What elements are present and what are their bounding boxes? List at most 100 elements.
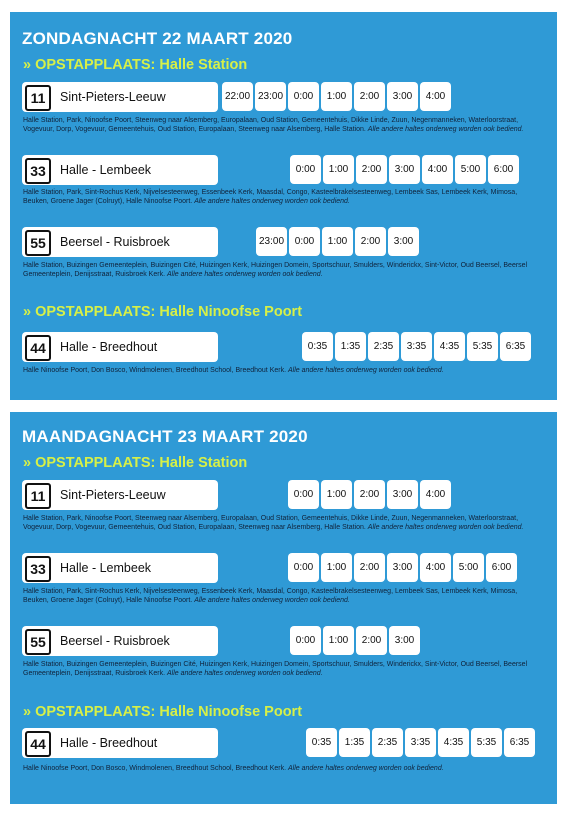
route-name: Sint-Pieters-Leeuw — [60, 90, 166, 104]
route-stops-text: Halle Station, Buizingen Gemeenteplein, … — [23, 261, 543, 279]
stops-list: Halle Ninoofse Poort, Don Bosco, Windmol… — [23, 765, 287, 772]
departure-time: 1:35 — [339, 728, 370, 757]
departure-times: 0:35 1:35 2:35 3:35 4:35 5:35 6:35 — [306, 728, 535, 757]
departure-time: 23:00 — [256, 227, 287, 256]
route-name: Halle - Lembeek — [60, 561, 152, 575]
departure-time: 1:00 — [321, 82, 352, 111]
route-stops-text: Halle Station, Park, Ninoofse Poort, Ste… — [23, 514, 543, 532]
departure-time: 3:35 — [401, 332, 432, 361]
route-number: 44 — [25, 731, 51, 757]
boarding-point-label: » OPSTAPPLAATS: Halle Ninoofse Poort — [23, 704, 303, 720]
stops-note: Alle andere haltes onderweg worden ook b… — [288, 765, 444, 772]
departure-time: 1:00 — [321, 480, 352, 509]
route-number: 11 — [25, 483, 51, 509]
stops-list: Halle Station, Park, Ninoofse Poort, Ste… — [23, 117, 519, 133]
departure-time: 2:00 — [354, 82, 385, 111]
route-box-44: 44 Halle - Breedhout — [22, 728, 218, 758]
route-stops-text: Halle Ninoofse Poort, Don Bosco, Windmol… — [23, 366, 543, 375]
departure-times: 0:35 1:35 2:35 3:35 4:35 5:35 6:35 — [302, 332, 531, 361]
departure-time: 5:35 — [471, 728, 502, 757]
route-name: Sint-Pieters-Leeuw — [60, 488, 166, 502]
stops-list: Halle Station, Buizingen Gemeenteplein, … — [23, 262, 528, 278]
departure-times: 23:00 0:00 1:00 2:00 3:00 — [256, 227, 419, 256]
route-number: 11 — [25, 85, 51, 111]
departure-time: 5:35 — [467, 332, 498, 361]
departure-time: 0:00 — [289, 227, 320, 256]
departure-time: 3:00 — [389, 155, 420, 184]
departure-time: 4:00 — [420, 82, 451, 111]
route-name: Halle - Lembeek — [60, 163, 152, 177]
route-name: Halle - Breedhout — [60, 736, 158, 750]
route-name: Beersel - Ruisbroek — [60, 235, 170, 249]
stops-list: Halle Station, Park, Sint-Rochus Kerk, N… — [23, 189, 518, 205]
stops-note: Alle andere haltes onderweg worden ook b… — [194, 198, 350, 205]
stops-note: Alle andere haltes onderweg worden ook b… — [166, 271, 323, 278]
route-box-44: 44 Halle - Breedhout — [22, 332, 218, 362]
route-box-11: 11 Sint-Pieters-Leeuw — [22, 82, 218, 112]
departure-time: 3:00 — [389, 626, 420, 655]
departure-time: 4:00 — [420, 553, 451, 582]
stops-list: Halle Station, Buizingen Gemeenteplein, … — [23, 661, 528, 677]
departure-time: 0:35 — [302, 332, 333, 361]
departure-time: 23:00 — [255, 82, 286, 111]
departure-time: 2:00 — [354, 553, 385, 582]
departure-times: 0:00 1:00 2:00 3:00 4:00 — [288, 480, 451, 509]
departure-time: 1:00 — [323, 626, 354, 655]
stops-note: Alle andere haltes onderweg worden ook b… — [194, 597, 350, 604]
route-box-33: 33 Halle - Lembeek — [22, 553, 218, 583]
route-box-55: 55 Beersel - Ruisbroek — [22, 626, 218, 656]
timetable-panel-monday: MAANDAGNACHT 23 MAART 2020 » OPSTAPPLAAT… — [10, 412, 557, 804]
route-box-11: 11 Sint-Pieters-Leeuw — [22, 480, 218, 510]
departure-time: 22:00 — [222, 82, 253, 111]
stops-note: Alle andere haltes onderweg worden ook b… — [166, 670, 323, 677]
stops-note: Alle andere haltes onderweg worden ook b… — [288, 367, 444, 374]
departure-time: 6:35 — [504, 728, 535, 757]
departure-time: 3:00 — [387, 553, 418, 582]
departure-time: 3:00 — [387, 82, 418, 111]
departure-time: 5:00 — [455, 155, 486, 184]
departure-time: 0:00 — [290, 626, 321, 655]
stops-note: Alle andere haltes onderweg worden ook b… — [367, 524, 524, 531]
departure-time: 1:35 — [335, 332, 366, 361]
panel-title: MAANDAGNACHT 23 MAART 2020 — [22, 427, 308, 446]
boarding-point-label: » OPSTAPPLAATS: Halle Station — [23, 57, 248, 73]
route-name: Beersel - Ruisbroek — [60, 634, 170, 648]
route-box-33: 33 Halle - Lembeek — [22, 155, 218, 185]
boarding-point-label: » OPSTAPPLAATS: Halle Ninoofse Poort — [23, 304, 303, 320]
departure-times: 0:00 1:00 2:00 3:00 4:00 5:00 6:00 — [290, 155, 519, 184]
departure-time: 1:00 — [323, 155, 354, 184]
departure-time: 2:00 — [356, 155, 387, 184]
departure-time: 1:00 — [322, 227, 353, 256]
departure-time: 6:00 — [488, 155, 519, 184]
departure-time: 4:00 — [422, 155, 453, 184]
route-stops-text: Halle Station, Park, Ninoofse Poort, Ste… — [23, 116, 543, 134]
stops-list: Halle Ninoofse Poort, Don Bosco, Windmol… — [23, 367, 287, 374]
departure-time: 2:00 — [354, 480, 385, 509]
departure-time: 0:00 — [288, 82, 319, 111]
route-number: 44 — [25, 335, 51, 361]
departure-times: 22:00 23:00 0:00 1:00 2:00 3:00 4:00 — [222, 82, 451, 111]
boarding-point-label: » OPSTAPPLAATS: Halle Station — [23, 455, 248, 471]
departure-time: 0:00 — [288, 553, 319, 582]
departure-time: 0:35 — [306, 728, 337, 757]
departure-time: 6:35 — [500, 332, 531, 361]
departure-time: 2:00 — [356, 626, 387, 655]
route-number: 55 — [25, 629, 51, 655]
departure-time: 6:00 — [486, 553, 517, 582]
route-number: 55 — [25, 230, 51, 256]
departure-time: 3:35 — [405, 728, 436, 757]
stops-list: Halle Station, Park, Ninoofse Poort, Ste… — [23, 515, 519, 531]
departure-time: 0:00 — [290, 155, 321, 184]
departure-time: 4:00 — [420, 480, 451, 509]
departure-time: 5:00 — [453, 553, 484, 582]
route-number: 33 — [25, 158, 51, 184]
route-stops-text: Halle Station, Park, Sint-Rochus Kerk, N… — [23, 188, 543, 206]
route-stops-text: Halle Station, Park, Sint-Rochus Kerk, N… — [23, 587, 543, 605]
departure-time: 2:35 — [368, 332, 399, 361]
route-box-55: 55 Beersel - Ruisbroek — [22, 227, 218, 257]
departure-time: 1:00 — [321, 553, 352, 582]
departure-times: 0:00 1:00 2:00 3:00 4:00 5:00 6:00 — [288, 553, 517, 582]
departure-time: 4:35 — [434, 332, 465, 361]
departure-time: 2:00 — [355, 227, 386, 256]
departure-time: 4:35 — [438, 728, 469, 757]
